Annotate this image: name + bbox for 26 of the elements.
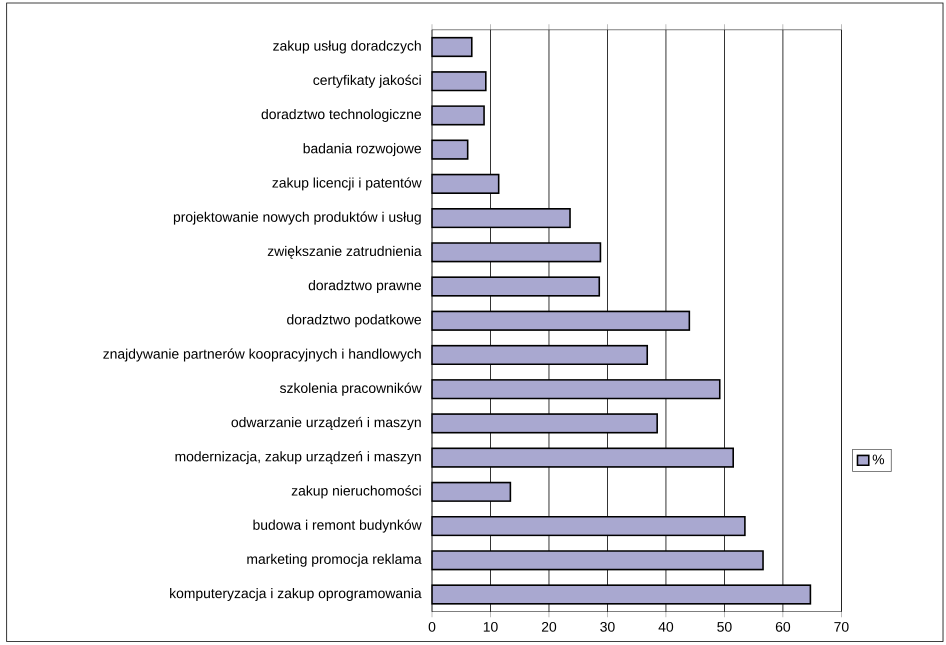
y-tick-label: zwiększanie zatrudnienia	[268, 246, 422, 259]
y-tick-label: budowa i remont budynków	[253, 519, 422, 532]
y-tick-label: doradztwo technologiczne	[262, 108, 422, 122]
y-tick-label: projektowanie nowych produktów i usług	[174, 211, 421, 224]
x-tick-label: 70	[834, 622, 849, 632]
y-tick-label: zakup usług doradczych	[273, 40, 421, 54]
x-tick-label: 60	[776, 622, 790, 632]
y-tick-label: marketing promocja reklama	[247, 554, 422, 567]
y-tick-label: szkolenia pracowników	[280, 382, 422, 396]
y-tick-label: znajdywanie partnerów koopracyjnych i handlowych	[103, 348, 421, 362]
y-tick-label: odwarzanie urządzeń i maszyn	[232, 416, 421, 430]
y-tick-label: badania rozwojowe	[304, 142, 422, 156]
y-tick-label: zakup nieruchomości	[292, 485, 421, 498]
x-tick-label: 20	[542, 622, 556, 632]
x-tick-label: 10	[484, 622, 498, 632]
y-tick-label: komputeryzacja i zakup oprogramowania	[170, 588, 422, 601]
y-tick-label: zakup licencji i patentów	[272, 177, 422, 190]
x-tick-label: 40	[658, 622, 674, 632]
y-tick-label: doradztwo podatkowe	[287, 314, 422, 327]
x-tick-label: 30	[600, 622, 615, 632]
y-tick-label: doradztwo prawne	[308, 280, 422, 293]
x-tick-label: 50	[717, 622, 732, 632]
x-tick-label: 0	[428, 622, 436, 632]
legend-label: %	[872, 454, 884, 464]
y-tick-label: certyfikaty jakości	[313, 74, 421, 88]
y-tick-label: modernizacja, zakup urządzeń i maszyn	[175, 450, 421, 464]
